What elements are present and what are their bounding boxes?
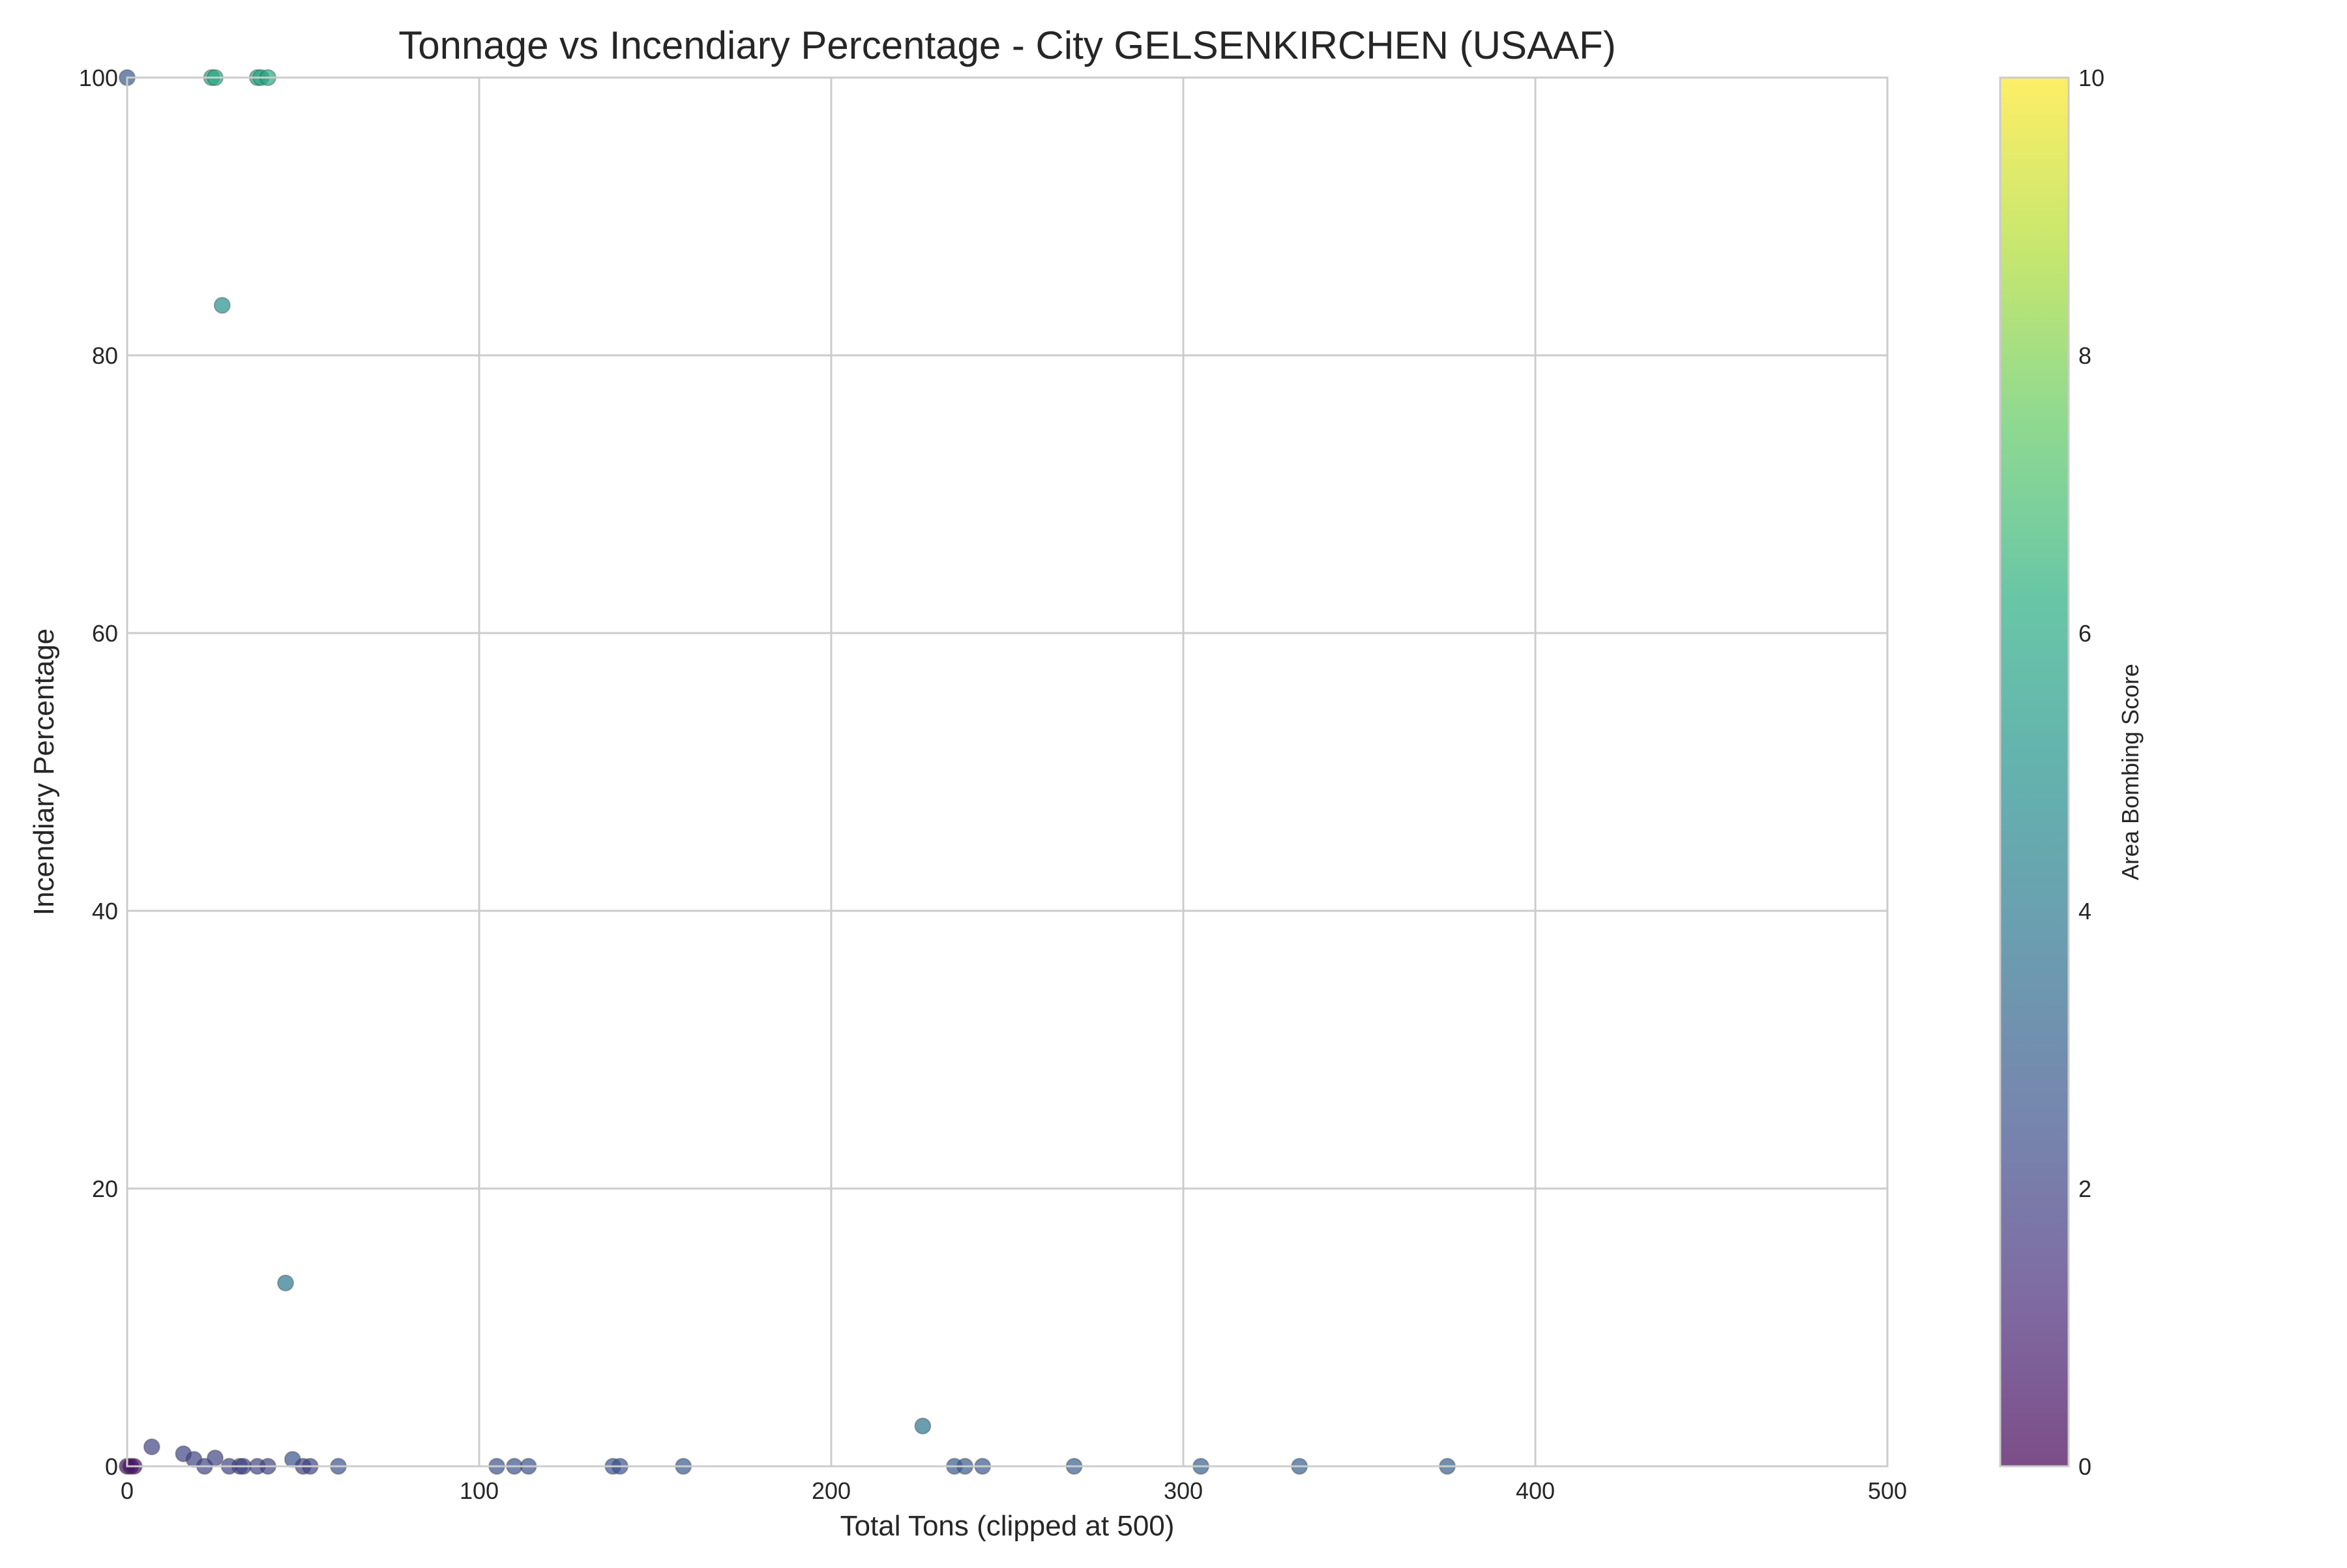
scatter-point (213, 297, 231, 314)
y-tick-label: 80 (92, 342, 118, 369)
y-tick-label: 0 (105, 1453, 118, 1480)
x-tick-label: 0 (121, 1477, 134, 1504)
x-tick-label: 100 (460, 1477, 499, 1504)
x-tick-label: 500 (1868, 1477, 1907, 1504)
colorbar-gradient (2000, 78, 2069, 1466)
x-axis-label: Total Tons (clipped at 500) (840, 1510, 1175, 1542)
colorbar-tick-label: 2 (2078, 1176, 2091, 1202)
y-axis-label: Incendiary Percentage (28, 629, 60, 915)
scatter-point (143, 1438, 160, 1456)
colorbar-tick-label: 0 (2078, 1453, 2091, 1480)
colorbar-tick-label: 6 (2078, 620, 2091, 647)
x-tick-labels: 0 100 200 300 400 500 (121, 1477, 1907, 1504)
x-tick-label: 200 (812, 1477, 851, 1504)
x-tick-label: 400 (1516, 1477, 1555, 1504)
colorbar-tick-label: 10 (2078, 65, 2104, 91)
colorbar-tick-label: 4 (2078, 898, 2091, 925)
x-tick-label: 300 (1164, 1477, 1203, 1504)
colorbar-frame (1999, 76, 2070, 1468)
y-tick-label: 60 (92, 620, 118, 647)
scatter-point (277, 1274, 294, 1292)
plot-background (127, 78, 1887, 1466)
chart-title: Tonnage vs Incendiary Percentage - City … (398, 23, 1616, 67)
colorbar-tick-label: 8 (2078, 342, 2091, 369)
y-tick-label: 20 (92, 1176, 118, 1202)
plot-frame (126, 76, 1889, 1468)
scatter-point (914, 1417, 932, 1435)
colorbar: 0 2 4 6 8 10 Area Bombing Score (1999, 65, 2144, 1480)
y-tick-label: 40 (92, 898, 118, 925)
y-tick-labels: 0 20 40 60 80 100 (79, 65, 118, 1480)
colorbar-label: Area Bombing Score (2117, 664, 2144, 880)
y-tick-label: 100 (79, 65, 118, 91)
colorbar-tick-labels: 0 2 4 6 8 10 (2078, 65, 2104, 1480)
